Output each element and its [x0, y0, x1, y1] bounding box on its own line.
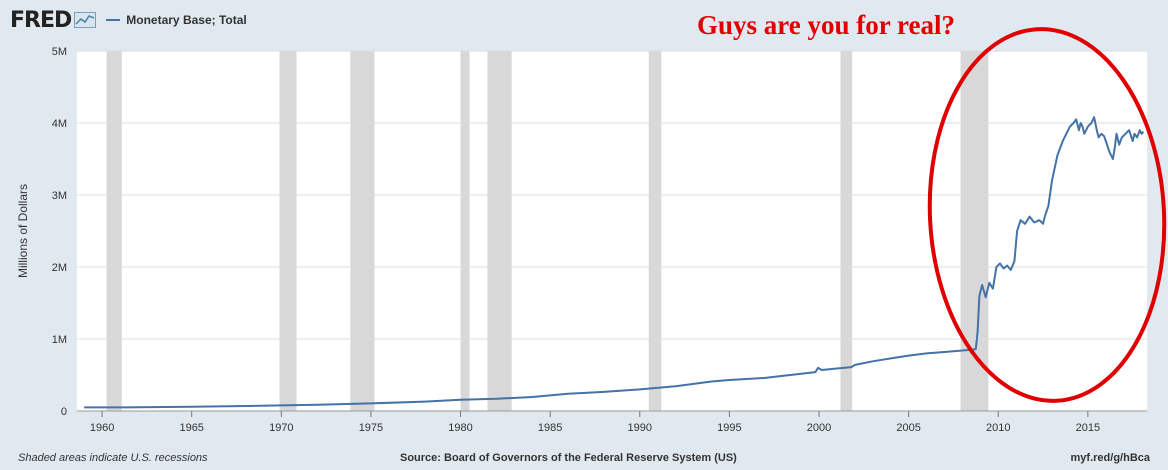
x-tick-label: 2010	[986, 422, 1010, 434]
annotation-text: Guys are you for real?	[697, 10, 955, 40]
recession-band	[648, 51, 662, 411]
series-line-monetary-base	[84, 116, 1145, 409]
fred-logo: FRED	[10, 7, 72, 33]
y-tick-label: 4M	[52, 118, 67, 130]
recession-band	[279, 51, 297, 411]
x-tick-label: 1995	[717, 422, 741, 434]
y-tick-label: 5M	[52, 46, 67, 58]
y-tick-label: 0	[61, 406, 67, 418]
x-tick-label: 1970	[269, 422, 293, 434]
recession-band	[106, 51, 122, 411]
recession-note: Shaded areas indicate U.S. recessions	[18, 452, 208, 464]
x-tick-label: 2015	[1076, 422, 1100, 434]
source-note: Source: Board of Governors of the Federa…	[400, 452, 737, 464]
legend-label: Monetary Base; Total	[126, 13, 247, 27]
y-tick-label: 2M	[52, 262, 67, 274]
x-tick-label: 1960	[90, 422, 114, 434]
legend-line-swatch	[106, 19, 121, 21]
y-tick-label: 1M	[52, 334, 67, 346]
x-tick-label: 1985	[538, 422, 562, 434]
recession-band	[460, 51, 470, 411]
recession-band	[840, 51, 853, 411]
x-tick-label: 1990	[628, 422, 652, 434]
short-url: myf.red/g/hBca	[1070, 452, 1150, 464]
recession-band	[487, 51, 512, 411]
y-tick-label: 3M	[52, 190, 67, 202]
annotation-ellipse	[927, 27, 1167, 403]
x-tick-label: 2000	[807, 422, 831, 434]
x-tick-label: 1975	[359, 422, 383, 434]
fred-graph-icon	[74, 12, 97, 28]
x-tick-label: 2005	[896, 422, 920, 434]
x-tick-label: 1980	[448, 422, 472, 434]
x-tick-label: 1965	[179, 422, 203, 434]
recession-band	[350, 51, 375, 411]
header: FRED Monetary Base; Total	[10, 6, 247, 34]
